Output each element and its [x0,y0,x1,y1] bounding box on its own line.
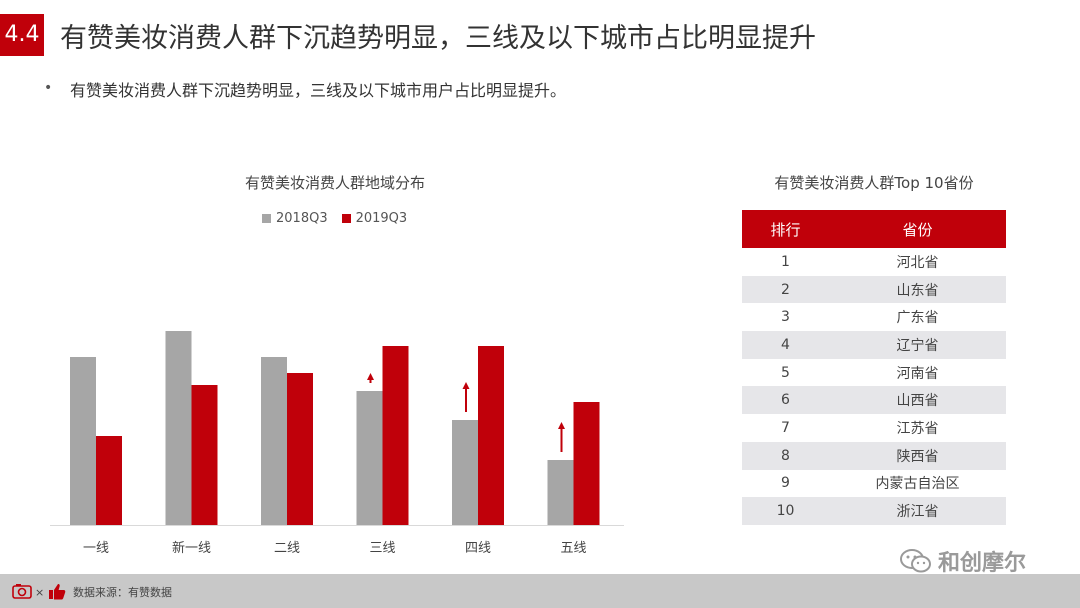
legend-item-2018: 2018Q3 [262,211,328,226]
up-arrow-icon [367,373,374,383]
table-cell-province: 江苏省 [829,414,1006,442]
bar-2018Q3-一线 [70,357,96,525]
x-tick-label: 四线 [465,541,491,556]
table-row: 6 山西省 [742,386,1006,415]
bar-2019Q3-五线 [573,402,600,525]
bar-2018Q3-新一线 [165,331,192,525]
wechat-icon [900,549,931,573]
up-arrow-icon [558,422,565,452]
x-tick-label: 新一线 [172,540,211,556]
table-cell-rank: 8 [742,441,829,470]
table-cell-rank: 4 [742,331,829,359]
bar-2019Q3-四线 [478,346,504,525]
bar-2018Q3-四线 [452,420,478,525]
page-title: 有赞美妆消费人群下沉趋势明显，三线及以下城市占比明显提升 [60,23,816,54]
legend-swatch-2018 [262,214,271,223]
table-cell-rank: 2 [742,275,829,304]
x-tick-label: 一线 [83,541,109,556]
table-cell-province: 河北省 [829,248,1006,276]
footer-source: 数据来源：有赞数据 [73,586,172,599]
bar-2019Q3-新一线 [191,385,218,525]
logo-separator: × [35,586,44,599]
table-cell-province: 山东省 [829,275,1006,304]
table-cell-rank: 9 [742,469,829,498]
x-tick-label: 二线 [274,541,300,556]
table-row: 5 河南省 [742,358,1006,387]
bar-2018Q3-二线 [261,357,287,525]
table-cell-province: 浙江省 [829,497,1006,525]
up-arrow-icon [462,382,470,412]
legend-swatch-2019 [341,214,351,223]
table-row: 2 山东省 [742,275,1006,304]
bar-2018Q3-三线 [356,391,383,525]
table-cell-rank: 5 [742,358,829,387]
table-cell-province: 辽宁省 [829,331,1006,359]
bar-2019Q3-三线 [382,346,409,525]
bar-2019Q3-一线 [96,436,122,525]
table-title: 有赞美妆消费人群Top 10省份 [774,174,974,192]
province-ranking-table: 排行 省份 1 河北省 2 山东省 3 广东省 4 辽宁省 5 河南省 6 山西省 7 江苏省 8 陕西省 9 内… [742,210,1006,525]
table-header-rank: 排行 [742,210,829,248]
table-cell-province: 内蒙古自治区 [829,469,1006,498]
table-cell-rank: 10 [742,497,829,525]
x-tick-label: 三线 [369,541,395,556]
legend-label-2018: 2018Q3 [276,211,328,226]
table-row: 9 内蒙古自治区 [742,469,1006,498]
table-header-row: 排行 省份 [742,210,1006,248]
table-row: 10 浙江省 [742,497,1006,525]
chart-title: 有赞美妆消费人群地域分布 [244,174,425,192]
table-cell-rank: 7 [742,414,829,442]
camera-icon [12,584,32,599]
watermark-text: 和创摩尔 [938,551,1027,576]
chart-legend: 2018Q3 2019Q3 [262,211,407,226]
footer-logo: × [12,582,68,604]
table-cell-province: 山西省 [829,386,1006,415]
table-cell-rank: 1 [742,248,829,276]
x-tick-label: 五线 [560,541,586,556]
legend-item-2019: 2019Q3 [341,211,408,226]
table-cell-rank: 6 [742,386,829,415]
table-cell-province: 河南省 [829,358,1006,387]
table-row: 8 陕西省 [742,441,1006,470]
watermark: 和创摩尔 [900,545,1026,577]
table-header-province: 省份 [829,210,1006,248]
table-cell-province: 陕西省 [829,441,1006,470]
table-row: 3 广东省 [742,303,1006,332]
table-cell-province: 广东省 [829,303,1006,332]
footer-bar: × 数据来源：有赞数据 [0,574,1080,608]
table-row: 1 河北省 [742,248,1006,276]
table-row: 4 辽宁省 [742,331,1006,359]
table-row: 7 江苏省 [742,414,1006,442]
bullet-text: 有赞美妆消费人群下沉趋势明显，三线及以下城市用户占比明显提升。 [70,81,567,100]
thumbs-up-icon [49,584,66,600]
bullet-dot: • [44,80,53,96]
bar-2018Q3-五线 [547,460,574,525]
legend-label-2019: 2019Q3 [355,211,408,226]
table-cell-rank: 3 [742,303,829,332]
bar-2019Q3-二线 [287,373,313,525]
section-number: 4.4 [0,14,44,56]
